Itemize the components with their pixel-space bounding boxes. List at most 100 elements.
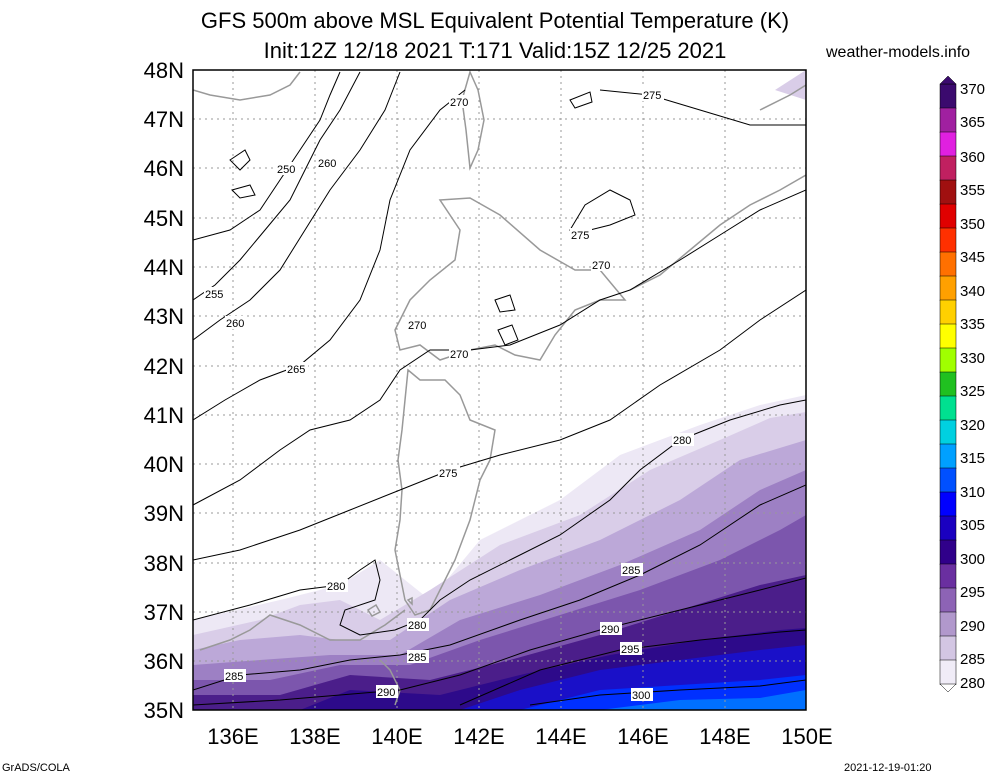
contour-label: 270 xyxy=(408,320,426,332)
lon-label: 150E xyxy=(781,724,832,749)
lon-axis: 136E 138E 140E 142E 144E 146E 148E 150E xyxy=(207,724,832,749)
lon-label: 136E xyxy=(207,724,258,749)
contour-label: 275 xyxy=(571,230,589,242)
contour-label: 270 xyxy=(592,260,610,272)
lon-label: 138E xyxy=(289,724,340,749)
coast-oshima xyxy=(406,596,413,606)
contour-loop-small xyxy=(229,149,251,171)
contour-285 xyxy=(193,484,806,691)
chart-subtitle: Init:12Z 12/18 2021 T:171 Valid:15Z 12/2… xyxy=(263,38,727,63)
coast-honshu-central xyxy=(199,609,406,651)
contour-label: 260 xyxy=(318,158,336,170)
contour-label: 285 xyxy=(408,652,426,664)
lat-label: 46N xyxy=(144,156,184,181)
filled-contours xyxy=(193,70,806,710)
contour-label: 265 xyxy=(287,364,305,376)
coast-kamchatka xyxy=(759,84,806,111)
colorbar-swatch xyxy=(939,107,957,133)
colorbar-swatch xyxy=(939,179,957,205)
contour-loop-small2 xyxy=(231,184,256,199)
contour-label: 270 xyxy=(450,349,468,361)
contour-label: 280 xyxy=(327,581,345,593)
band-ne-corner xyxy=(775,70,806,100)
footer-left: GrADS/COLA xyxy=(2,762,70,774)
contour-290 xyxy=(193,577,806,706)
colorbar-swatch xyxy=(939,227,957,253)
colorbar-label: 285 xyxy=(960,651,985,668)
colorbar-swatch xyxy=(939,275,957,301)
contour-loop-hokkaido xyxy=(494,294,516,313)
colorbar-label: 320 xyxy=(960,417,985,434)
contour-label: 270 xyxy=(450,97,468,109)
colorbar-label: 315 xyxy=(960,450,985,467)
lat-label: 48N xyxy=(144,58,184,83)
contour-275-loop xyxy=(569,189,636,231)
colorbar-label: 360 xyxy=(960,149,985,166)
colorbar-label: 325 xyxy=(960,383,985,400)
colorbar-swatch xyxy=(939,419,957,445)
lat-label: 43N xyxy=(144,304,184,329)
lat-label: 44N xyxy=(144,255,184,280)
colorbar-swatch xyxy=(939,611,957,637)
colorbar-swatch xyxy=(939,251,957,277)
coast-sado xyxy=(366,603,382,617)
colorbar-label: 355 xyxy=(960,182,985,199)
contour-label: 280 xyxy=(673,435,691,447)
contour-280 xyxy=(193,399,806,636)
contour-loop-small3 xyxy=(569,91,593,109)
band-300 xyxy=(600,690,806,710)
coastlines xyxy=(193,70,806,706)
contour-label: 275 xyxy=(643,90,661,102)
contour-label: 280 xyxy=(408,620,426,632)
contour-lines xyxy=(193,71,806,706)
colorbar-swatch xyxy=(939,395,957,421)
colorbar-label: 295 xyxy=(960,584,985,601)
contour-295 xyxy=(459,629,806,706)
colorbar-swatch xyxy=(939,323,957,349)
colorbar-swatch xyxy=(939,515,957,541)
lat-label: 47N xyxy=(144,107,184,132)
lon-label: 146E xyxy=(617,724,668,749)
colorbar-swatch xyxy=(939,491,957,517)
colorbar-labels: 370 365 360 355 350 345 340 335 330 325 … xyxy=(960,81,985,692)
colorbar-label: 305 xyxy=(960,517,985,534)
lat-label: 39N xyxy=(144,501,184,526)
contour-label: 295 xyxy=(621,644,639,656)
colorbar-swatch xyxy=(939,299,957,325)
colorbar-swatch xyxy=(939,635,957,661)
colorbar-swatch xyxy=(939,539,957,565)
lat-label: 41N xyxy=(144,403,184,428)
colorbar-label: 330 xyxy=(960,350,985,367)
site-label: weather-models.info xyxy=(826,44,971,61)
colorbar xyxy=(939,75,957,693)
colorbar-label: 350 xyxy=(960,216,985,233)
colorbar-label: 365 xyxy=(960,114,985,131)
colorbar-label: 370 xyxy=(960,81,985,98)
contour-label: 275 xyxy=(439,468,457,480)
gridlines xyxy=(193,70,806,710)
contour-label: 250 xyxy=(277,164,295,176)
chart-title: GFS 500m above MSL Equivalent Potential … xyxy=(200,8,790,33)
lat-label: 38N xyxy=(144,551,184,576)
colorbar-label: 290 xyxy=(960,618,985,635)
colorbar-swatch xyxy=(939,347,957,373)
lat-label: 45N xyxy=(144,206,184,231)
colorbar-bottom-arrow xyxy=(939,683,957,693)
lat-label: 42N xyxy=(144,354,184,379)
lon-label: 140E xyxy=(371,724,422,749)
colorbar-swatch xyxy=(939,371,957,397)
lat-axis: 48N 47N 46N 45N 44N 43N 42N 41N 40N 39N … xyxy=(144,58,184,723)
contour-275 xyxy=(193,289,806,561)
contour-label: 255 xyxy=(205,289,223,301)
lat-label: 37N xyxy=(144,600,184,625)
contour-loop-hokkaido2 xyxy=(497,324,519,346)
colorbar-swatch xyxy=(939,659,957,685)
contour-275-north xyxy=(599,89,806,126)
contour-260 xyxy=(193,71,401,341)
colorbar-swatch xyxy=(939,563,957,589)
colorbar-label: 345 xyxy=(960,249,985,266)
map-frame xyxy=(192,69,807,711)
colorbar-label: 335 xyxy=(960,316,985,333)
lon-label: 144E xyxy=(535,724,586,749)
